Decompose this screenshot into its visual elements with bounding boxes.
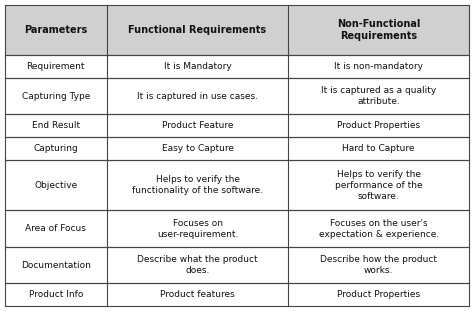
Text: It is captured in use cases.: It is captured in use cases. [137,91,258,100]
Bar [288,160,469,210]
Bar [288,210,469,247]
Bar [107,160,288,210]
Text: Product features: Product features [160,290,235,299]
Bar [107,5,288,55]
Bar [288,5,469,55]
Text: Hard to Capture: Hard to Capture [342,144,415,153]
Text: Documentation: Documentation [21,261,91,270]
Text: Product Info: Product Info [28,290,83,299]
Bar [288,78,469,114]
Bar [107,114,288,137]
Text: Helps to verify the
functionality of the software.: Helps to verify the functionality of the… [132,175,263,195]
Text: Capturing Type: Capturing Type [22,91,90,100]
Text: Describe how the product
works.: Describe how the product works. [320,255,437,275]
Bar [288,247,469,284]
Bar [5,210,107,247]
Bar [5,114,107,137]
Bar [288,114,469,137]
Text: Product Properties: Product Properties [337,121,420,130]
Bar [107,284,288,306]
Bar [5,78,107,114]
Text: Product Feature: Product Feature [162,121,233,130]
Bar [288,137,469,160]
Bar [5,284,107,306]
Bar [107,247,288,284]
Bar [107,210,288,247]
Text: Non-Functional
Requirements: Non-Functional Requirements [337,19,420,41]
Text: It is non-mandatory: It is non-mandatory [334,62,423,71]
Text: Focuses on
user-requirement.: Focuses on user-requirement. [157,219,238,239]
Text: It is Mandatory: It is Mandatory [164,62,231,71]
Text: Capturing: Capturing [34,144,78,153]
Bar [288,284,469,306]
Bar [5,55,107,78]
Bar [288,55,469,78]
Text: Functional Requirements: Functional Requirements [128,25,266,35]
Bar [107,137,288,160]
Text: Parameters: Parameters [24,25,88,35]
Text: Area of Focus: Area of Focus [26,224,86,233]
Text: Product Properties: Product Properties [337,290,420,299]
Bar [107,55,288,78]
Bar [5,247,107,284]
Bar [107,78,288,114]
Text: Helps to verify the
performance of the
software.: Helps to verify the performance of the s… [335,169,422,201]
Bar [5,5,107,55]
Text: Requirement: Requirement [27,62,85,71]
Bar [5,160,107,210]
Text: Objective: Objective [34,181,77,190]
Text: Easy to Capture: Easy to Capture [162,144,234,153]
Text: Focuses on the user's
expectation & experience.: Focuses on the user's expectation & expe… [319,219,439,239]
Text: End Result: End Result [32,121,80,130]
Bar [5,137,107,160]
Text: Describe what the product
does.: Describe what the product does. [137,255,258,275]
Text: It is captured as a quality
attribute.: It is captured as a quality attribute. [321,86,436,106]
